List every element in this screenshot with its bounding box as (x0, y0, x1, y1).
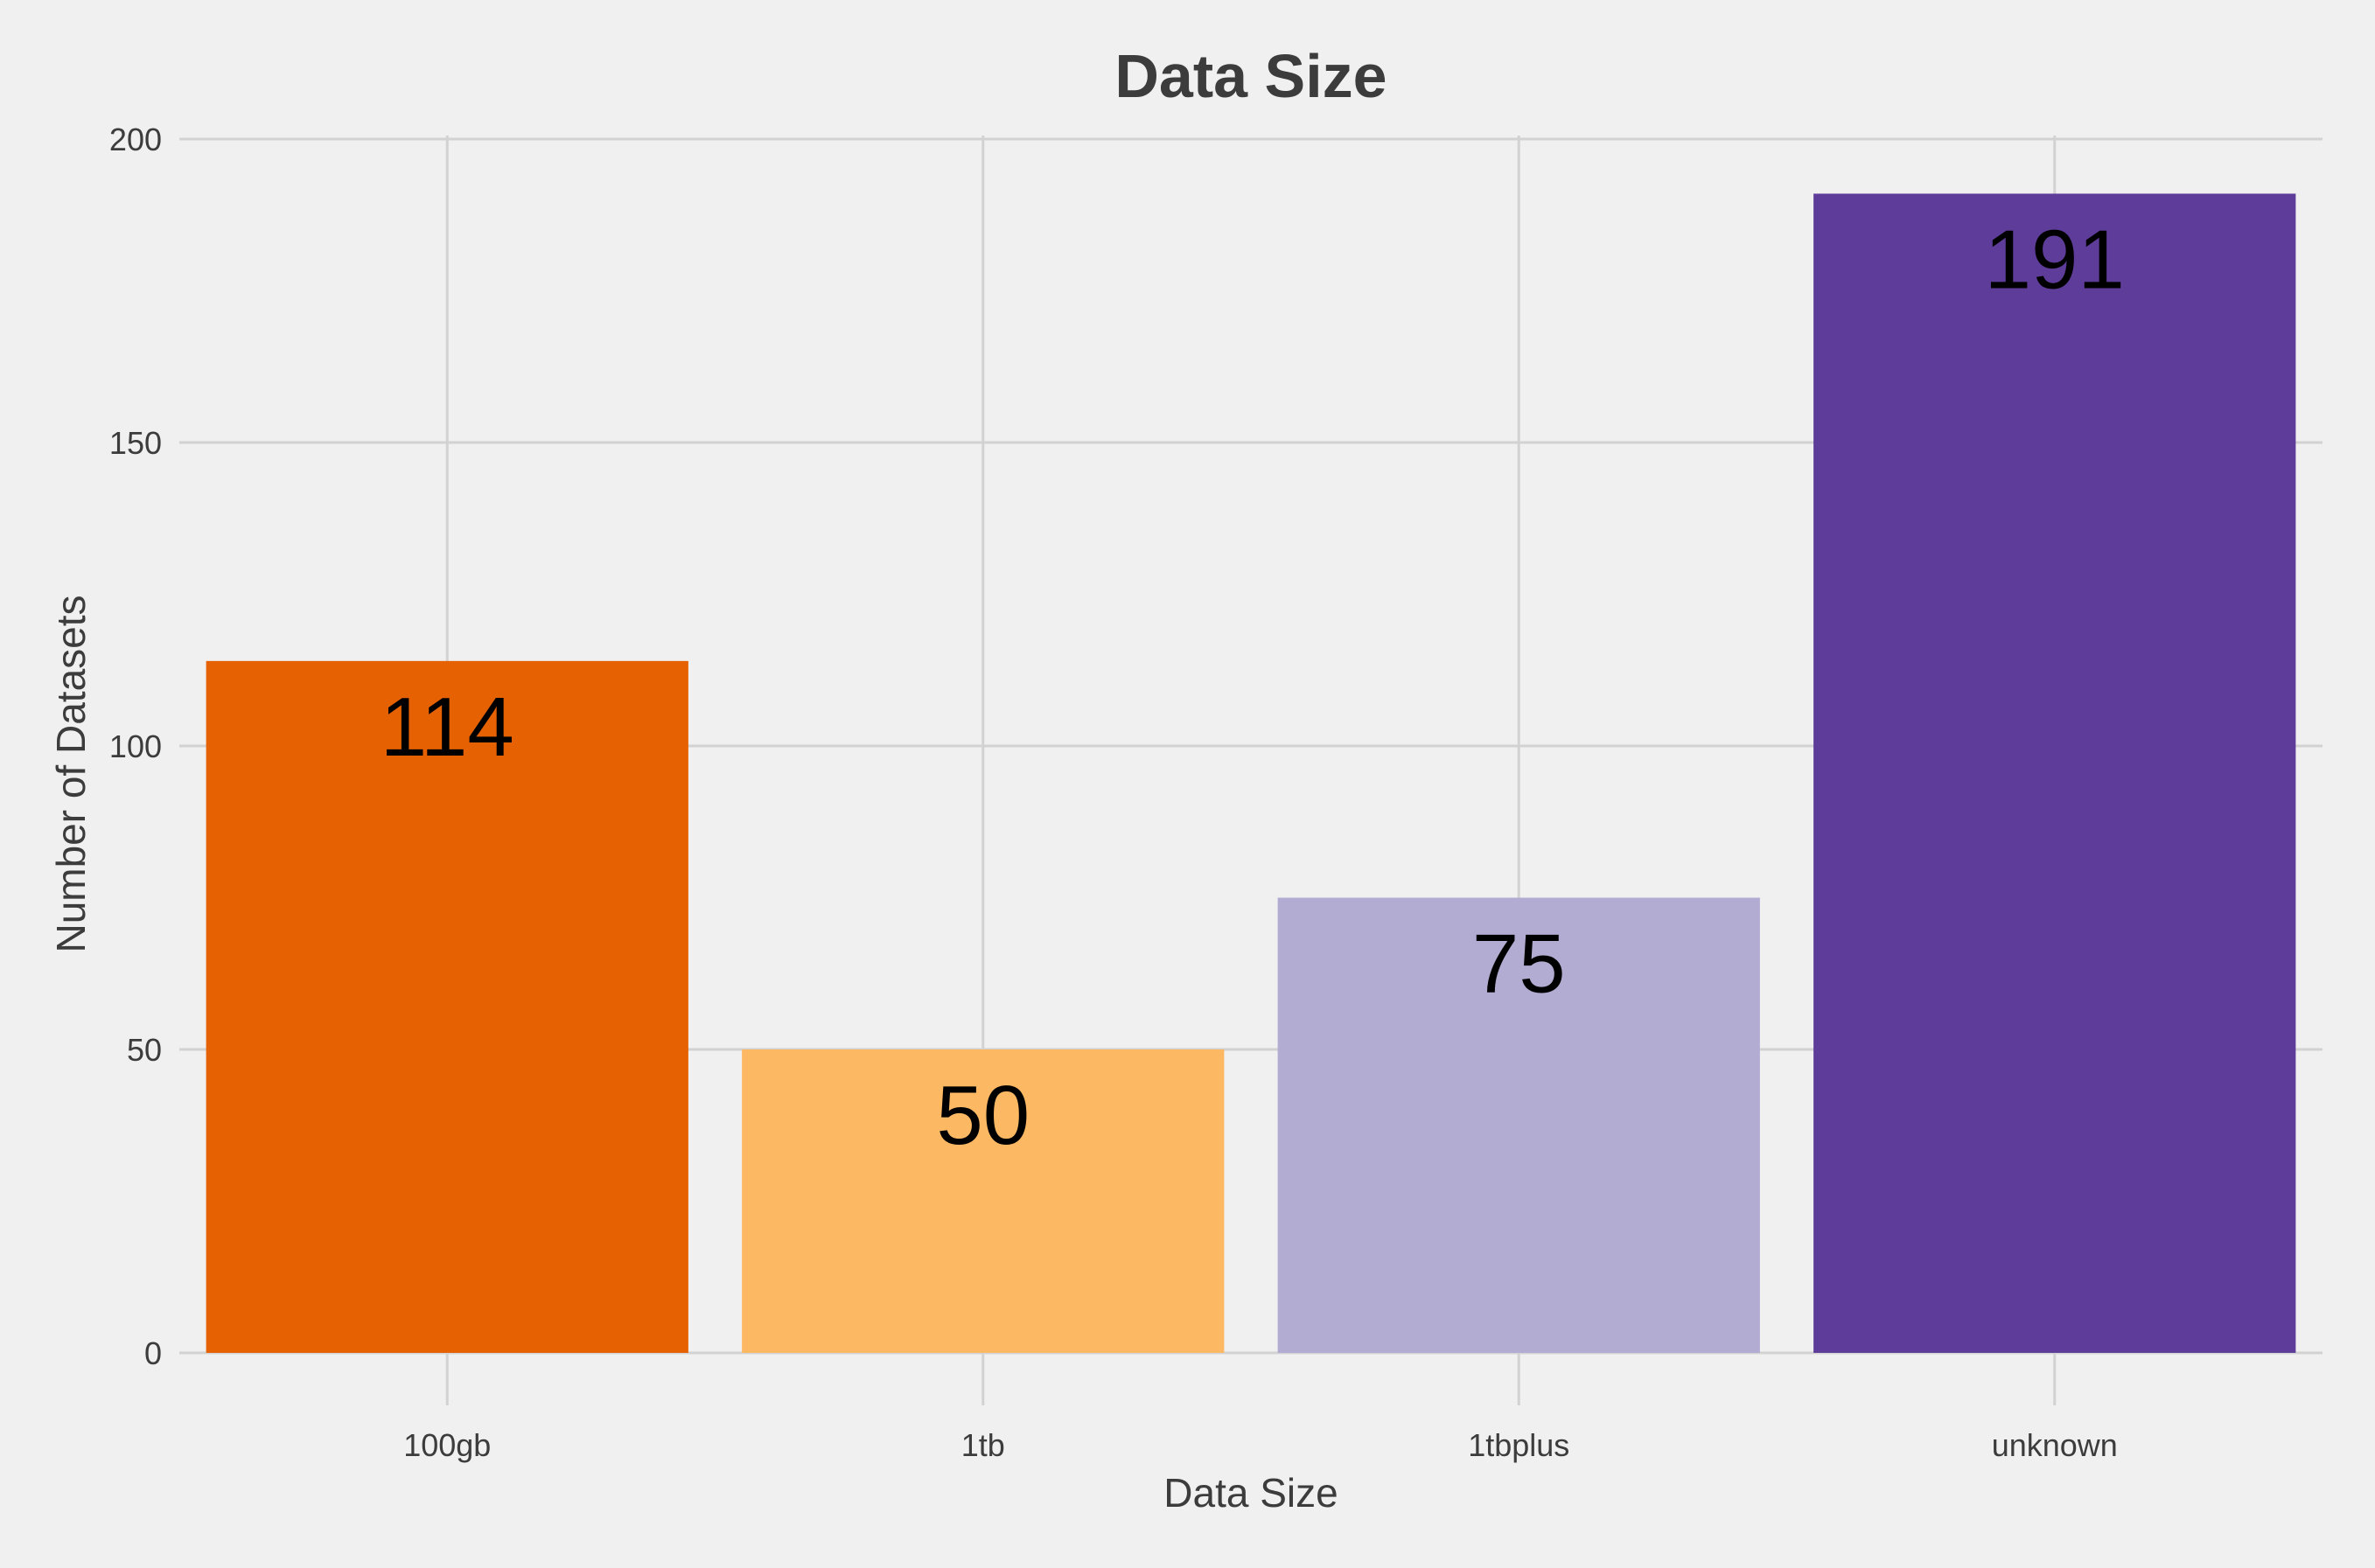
bar-value-label: 191 (1985, 213, 2125, 306)
x-tick-label: unknown (1992, 1427, 2118, 1463)
bar-1tbplus (1277, 897, 1760, 1353)
y-tick-label: 0 (144, 1335, 162, 1371)
bar-100gb (206, 660, 688, 1353)
y-axis-ticks: 0 50 100 150 200 (109, 122, 162, 1371)
x-tick-label: 100gb (403, 1427, 491, 1463)
bar-1tb (742, 1049, 1225, 1353)
x-axis-ticks: 100gb 1tb 1tbplus unknown (403, 1427, 2118, 1463)
y-tick-label: 150 (109, 425, 162, 461)
bar-value-label: 50 (936, 1069, 1030, 1162)
chart-title: Data Size (1114, 42, 1387, 110)
x-tick-label: 1tb (961, 1427, 1005, 1463)
bar-value-label: 114 (381, 680, 514, 774)
y-tick-label: 50 (127, 1032, 162, 1068)
bar-value-labels: 114 50 75 191 (381, 213, 2125, 1162)
x-tick-label: 1tbplus (1468, 1427, 1569, 1463)
bar-unknown (1813, 193, 2296, 1354)
bar-value-label: 75 (1472, 917, 1566, 1011)
y-tick-label: 100 (109, 728, 162, 764)
y-tick-label: 200 (109, 122, 162, 157)
bars (206, 193, 2296, 1354)
y-axis-title: Number of Datasets (48, 595, 94, 952)
x-axis-title: Data Size (1163, 1470, 1338, 1516)
